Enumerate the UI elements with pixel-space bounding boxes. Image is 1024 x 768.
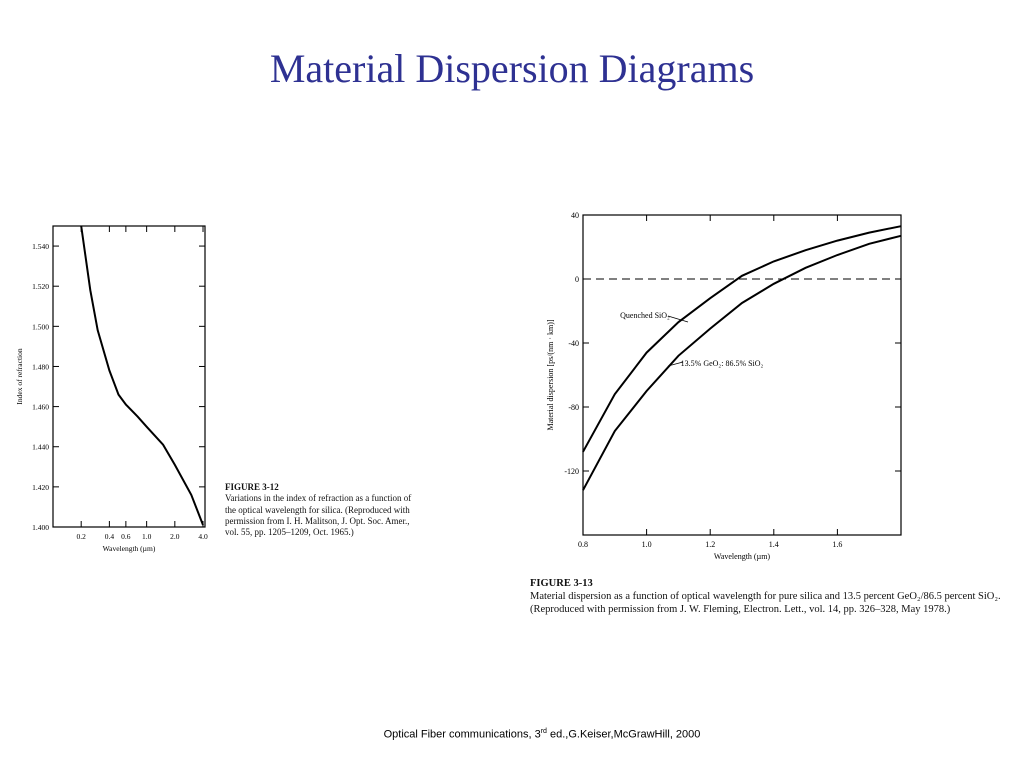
x-tick-label: 2.0: [170, 532, 180, 541]
y-tick-label: 1.440: [32, 443, 49, 452]
y-tick-label: 40: [571, 211, 579, 220]
y-axis-label: Index of refraction: [15, 348, 24, 404]
slide-title: Material Dispersion Diagrams: [269, 46, 755, 91]
footer-sup: rd: [540, 728, 547, 735]
caption-2: FIGURE 3-13 Material dispersion as a fun…: [530, 577, 1004, 616]
y-tick-label: 1.460: [32, 403, 49, 412]
y-tick-label: -120: [564, 467, 579, 476]
plot-frame: [582, 214, 902, 536]
y-tick-label: 0: [575, 275, 579, 284]
x-tick-label: 1.6: [832, 540, 842, 549]
footer: Optical Fiber communications, 3rd ed.,G.…: [330, 728, 754, 741]
x-tick-label: 0.6: [121, 532, 131, 541]
plot-frame: [52, 225, 206, 528]
x-tick-label: 1.2: [705, 540, 715, 549]
x-tick-label: 1.0: [642, 540, 652, 549]
y-tick-label: 1.480: [32, 362, 49, 371]
y-tick-label: -80: [568, 403, 579, 412]
y-tick-label: 1.500: [32, 322, 49, 331]
caption-label: FIGURE 3-12: [225, 482, 279, 492]
x-axis-label: Wavelength (µm): [714, 552, 771, 561]
y-tick-label: 1.420: [32, 483, 49, 492]
y-tick-label: 1.400: [32, 523, 49, 532]
series-label: Quenched SiO₂: [620, 311, 670, 320]
y-axis-label: Material dispersion [ps/(nm · km)]: [546, 319, 555, 430]
leader-line: [667, 361, 684, 367]
x-tick-label: 1.0: [142, 532, 152, 541]
x-axis-label: Wavelength (µm): [103, 544, 156, 553]
data-line: [80, 225, 204, 526]
y-tick-label: -40: [568, 339, 579, 348]
series-label: 13.5% GeO₂: 86.5% SiO₂: [681, 359, 764, 368]
data-line: [582, 234, 902, 491]
caption-1: FIGURE 3-12 Variations in the index of r…: [225, 482, 423, 538]
x-tick-label: 0.2: [77, 532, 87, 541]
x-tick-label: 1.4: [769, 540, 779, 549]
footer-text: Optical Fiber communications, 3: [383, 728, 541, 741]
footer-text: ed.,G.Keiser,McGrawHill, 2000: [546, 728, 701, 741]
y-tick-label: 1.540: [32, 242, 49, 251]
leader-line: [667, 315, 689, 323]
x-tick-label: 0.8: [578, 540, 588, 549]
data-line: [582, 225, 902, 453]
caption-text: Variations in the index of refraction as…: [225, 493, 412, 537]
x-tick-label: 4.0: [198, 532, 208, 541]
y-tick-label: 1.520: [32, 282, 49, 291]
caption-text: Material dispersion as a function of opt…: [530, 591, 1001, 616]
x-tick-label: 0.4: [105, 532, 115, 541]
caption-label: FIGURE 3-13: [530, 578, 593, 589]
